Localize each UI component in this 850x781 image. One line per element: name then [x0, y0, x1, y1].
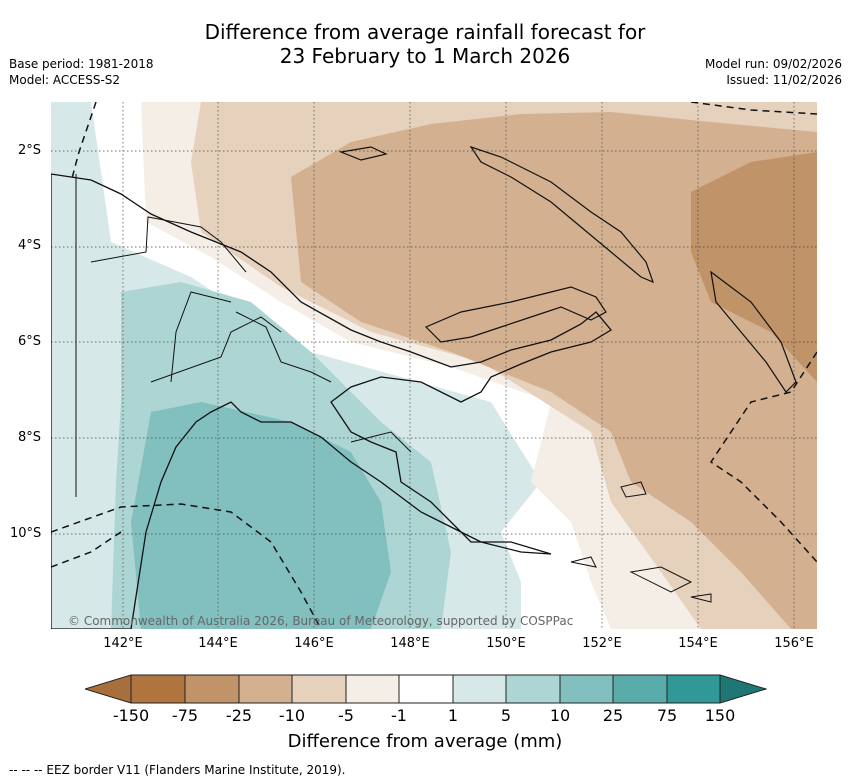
colorbar-label: -1: [391, 706, 407, 725]
colorbar-swatch: [346, 675, 399, 703]
lon-label: 148°E: [390, 636, 430, 651]
model-name: Model: ACCESS-S2: [9, 73, 121, 87]
lon-label: 156°E: [774, 636, 814, 651]
coastline-new-guinea: [51, 173, 612, 629]
title-line-1: Difference from average rainfall forecas…: [204, 20, 646, 44]
colorbar: [85, 674, 767, 704]
lon-label: 142°E: [103, 636, 143, 651]
colorbar-swatch: [613, 675, 667, 703]
map-canvas: [51, 102, 817, 629]
lon-label: 146°E: [294, 636, 334, 651]
lat-label: 6°S: [18, 334, 42, 349]
colorbar-swatch: [239, 675, 292, 703]
copyright: © Commonwealth of Australia 2026, Bureau…: [68, 614, 574, 628]
colorbar-label: 5: [500, 706, 512, 725]
colorbar-label: -10: [278, 706, 306, 725]
colorbar-swatch: [292, 675, 346, 703]
colorbar-label: 25: [602, 706, 624, 725]
colorbar-swatch: [506, 675, 560, 703]
eez-borders: [51, 102, 817, 629]
issued-date: Issued: 11/02/2026: [726, 73, 842, 87]
colorbar-swatch: [453, 675, 506, 703]
colorbar-swatch: [185, 675, 239, 703]
lat-label: 8°S: [18, 430, 42, 445]
colorbar-swatch: [399, 675, 453, 703]
colorbar-label: 10: [549, 706, 571, 725]
model-run: Model run: 09/02/2026: [704, 57, 842, 71]
colorbar-label: 1: [447, 706, 459, 725]
lat-label: 2°S: [18, 143, 42, 158]
island-new-ireland: [469, 145, 655, 284]
base-period: Base period: 1981-2018: [9, 57, 154, 71]
rainfall-map: © Commonwealth of Australia 2026, Bureau…: [51, 102, 817, 629]
island-bougainville: [710, 270, 797, 393]
lon-label: 150°E: [486, 636, 526, 651]
lat-label: 4°S: [18, 238, 42, 253]
colorbar-swatch: [131, 675, 185, 703]
islands-louisiade: [570, 481, 712, 603]
lon-label: 144°E: [198, 636, 238, 651]
colorbar-arrow-low: [85, 675, 131, 703]
eez-footnote: -- -- -- EEZ border V11 (Flanders Marine…: [9, 763, 346, 777]
colorbar-swatch: [667, 675, 720, 703]
island-new-britain: [424, 286, 607, 343]
colorbar-swatch: [560, 675, 613, 703]
colorbar-label: -25: [225, 706, 253, 725]
province-borders: [90, 216, 412, 453]
colorbar-arrow-high: [720, 675, 766, 703]
colorbar-title: Difference from average (mm): [287, 731, 563, 752]
lat-label: 10°S: [10, 526, 42, 541]
colorbar-label: -75: [171, 706, 199, 725]
colorbar-label: -5: [338, 706, 354, 725]
lon-label: 154°E: [678, 636, 718, 651]
lon-label: 152°E: [582, 636, 622, 651]
colorbar-label: 150: [704, 706, 736, 725]
zone-dry-strong: [691, 152, 817, 382]
colorbar-label: -150: [112, 706, 150, 725]
title-line-2: 23 February to 1 March 2026: [279, 44, 571, 68]
zone-dry-medium: [291, 112, 817, 629]
zone-wet-strong: [131, 402, 391, 629]
island-manus: [338, 146, 388, 161]
colorbar-label: 75: [656, 706, 678, 725]
